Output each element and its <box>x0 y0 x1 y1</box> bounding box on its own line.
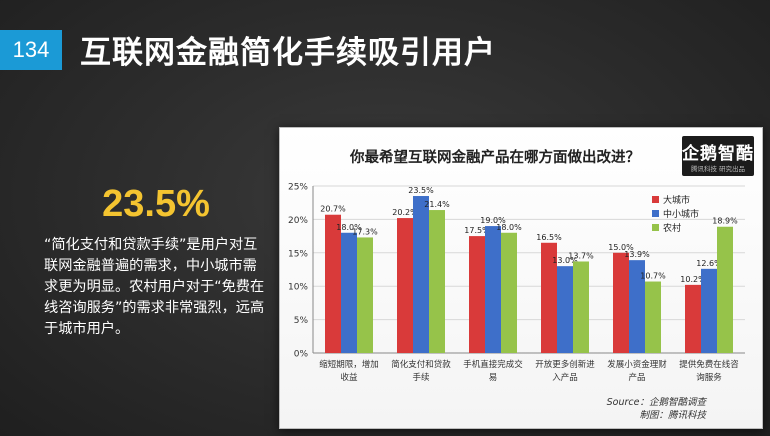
bar <box>645 281 661 353</box>
bar <box>357 237 373 353</box>
bar <box>541 242 557 353</box>
data-label: 15.0% <box>608 243 634 252</box>
data-label: 18.0% <box>336 223 362 232</box>
y-tick-label: 20% <box>288 216 308 226</box>
y-tick-label: 5% <box>294 316 309 326</box>
y-tick-label: 25% <box>288 183 308 193</box>
bar <box>397 218 413 353</box>
x-tick-label: 入产品 <box>552 372 578 383</box>
data-label: 13.7% <box>568 251 594 260</box>
bar <box>341 232 357 353</box>
x-tick-label: 缩短期限，增加 <box>319 359 379 370</box>
data-label: 18.9% <box>712 217 738 226</box>
data-label: 16.5% <box>536 233 562 242</box>
bar <box>557 266 573 353</box>
source-line: Source：企鹅智酷调查 <box>606 397 706 408</box>
x-tick-label: 简化支付和贷款 <box>391 359 451 370</box>
x-tick-label: 产品 <box>628 372 645 383</box>
x-tick-label: 提供免费在线咨 <box>679 359 739 370</box>
bar <box>629 260 645 353</box>
bar <box>717 226 733 353</box>
data-label: 10.7% <box>640 272 666 281</box>
x-tick-label: 开放更多创新进 <box>535 359 595 370</box>
data-label: 20.2% <box>392 208 418 217</box>
data-label: 13.9% <box>624 250 650 259</box>
bar <box>469 236 485 353</box>
bar-chart: 0%5%10%15%20%25%20.7%18.0%17.3%缩短期限，增加收益… <box>288 183 745 383</box>
data-label: 13.0% <box>552 256 578 265</box>
highlight-description: “简化支付和贷款手续”是用户对互联网金融普遍的需求，中小城市需求更为明显。农村用… <box>44 237 265 337</box>
x-tick-label: 收益 <box>340 372 358 383</box>
legend-swatch <box>652 224 659 231</box>
y-tick-label: 15% <box>288 249 308 259</box>
data-label: 18.0% <box>496 223 522 232</box>
x-tick-label: 易 <box>489 373 498 383</box>
legend-swatch <box>652 210 659 217</box>
data-label: 20.7% <box>320 205 346 214</box>
highlight-percentage: 23.5% <box>102 183 210 225</box>
y-tick-label: 0% <box>294 350 309 360</box>
y-tick-label: 10% <box>288 283 308 293</box>
logo-text: 企鹅智酷 <box>682 144 754 164</box>
data-label: 17.3% <box>352 227 378 236</box>
bar <box>501 232 517 353</box>
chart-title: 你最希望互联网金融产品在哪方面做出改进？ <box>350 150 640 166</box>
logo-subtitle: 腾讯科技 研究出品 <box>690 165 746 173</box>
legend-label: 中小城市 <box>663 208 699 220</box>
legend-swatch <box>652 196 659 203</box>
credit-line: 制图：腾讯科技 <box>639 410 706 421</box>
bar <box>573 261 589 353</box>
penguin-logo: 企鹅智酷 腾讯科技 研究出品 <box>682 136 754 176</box>
bar <box>701 268 717 353</box>
data-label: 10.2% <box>680 275 706 284</box>
bar <box>685 284 701 353</box>
slide-number-badge: 134 <box>0 30 62 70</box>
x-tick-label: 手机直接完成交 <box>463 359 523 370</box>
x-tick-label: 发展小资金理财 <box>607 359 667 370</box>
data-label: 21.4% <box>424 200 450 209</box>
chart-panel: 你最希望互联网金融产品在哪方面做出改进？ 企鹅智酷 腾讯科技 研究出品 0% 5%… <box>279 127 763 429</box>
legend-label: 农村 <box>663 222 681 234</box>
bar <box>485 226 501 353</box>
bar <box>613 252 629 353</box>
data-label: 12.6% <box>696 259 722 268</box>
bar <box>413 196 429 353</box>
legend-label: 大城市 <box>663 194 690 206</box>
data-label: 23.5% <box>408 186 434 195</box>
source-note: Source：企鹅智酷调查 制图：腾讯科技 <box>607 396 706 422</box>
x-tick-label: 手续 <box>412 372 430 383</box>
bar <box>429 210 445 353</box>
bar <box>325 214 341 353</box>
data-label: 17.5% <box>464 226 490 235</box>
data-label: 19.0% <box>480 216 506 225</box>
slide-title: 互联网金融简化手续吸引用户 <box>80 35 496 71</box>
x-tick-label: 询服务 <box>696 372 722 383</box>
